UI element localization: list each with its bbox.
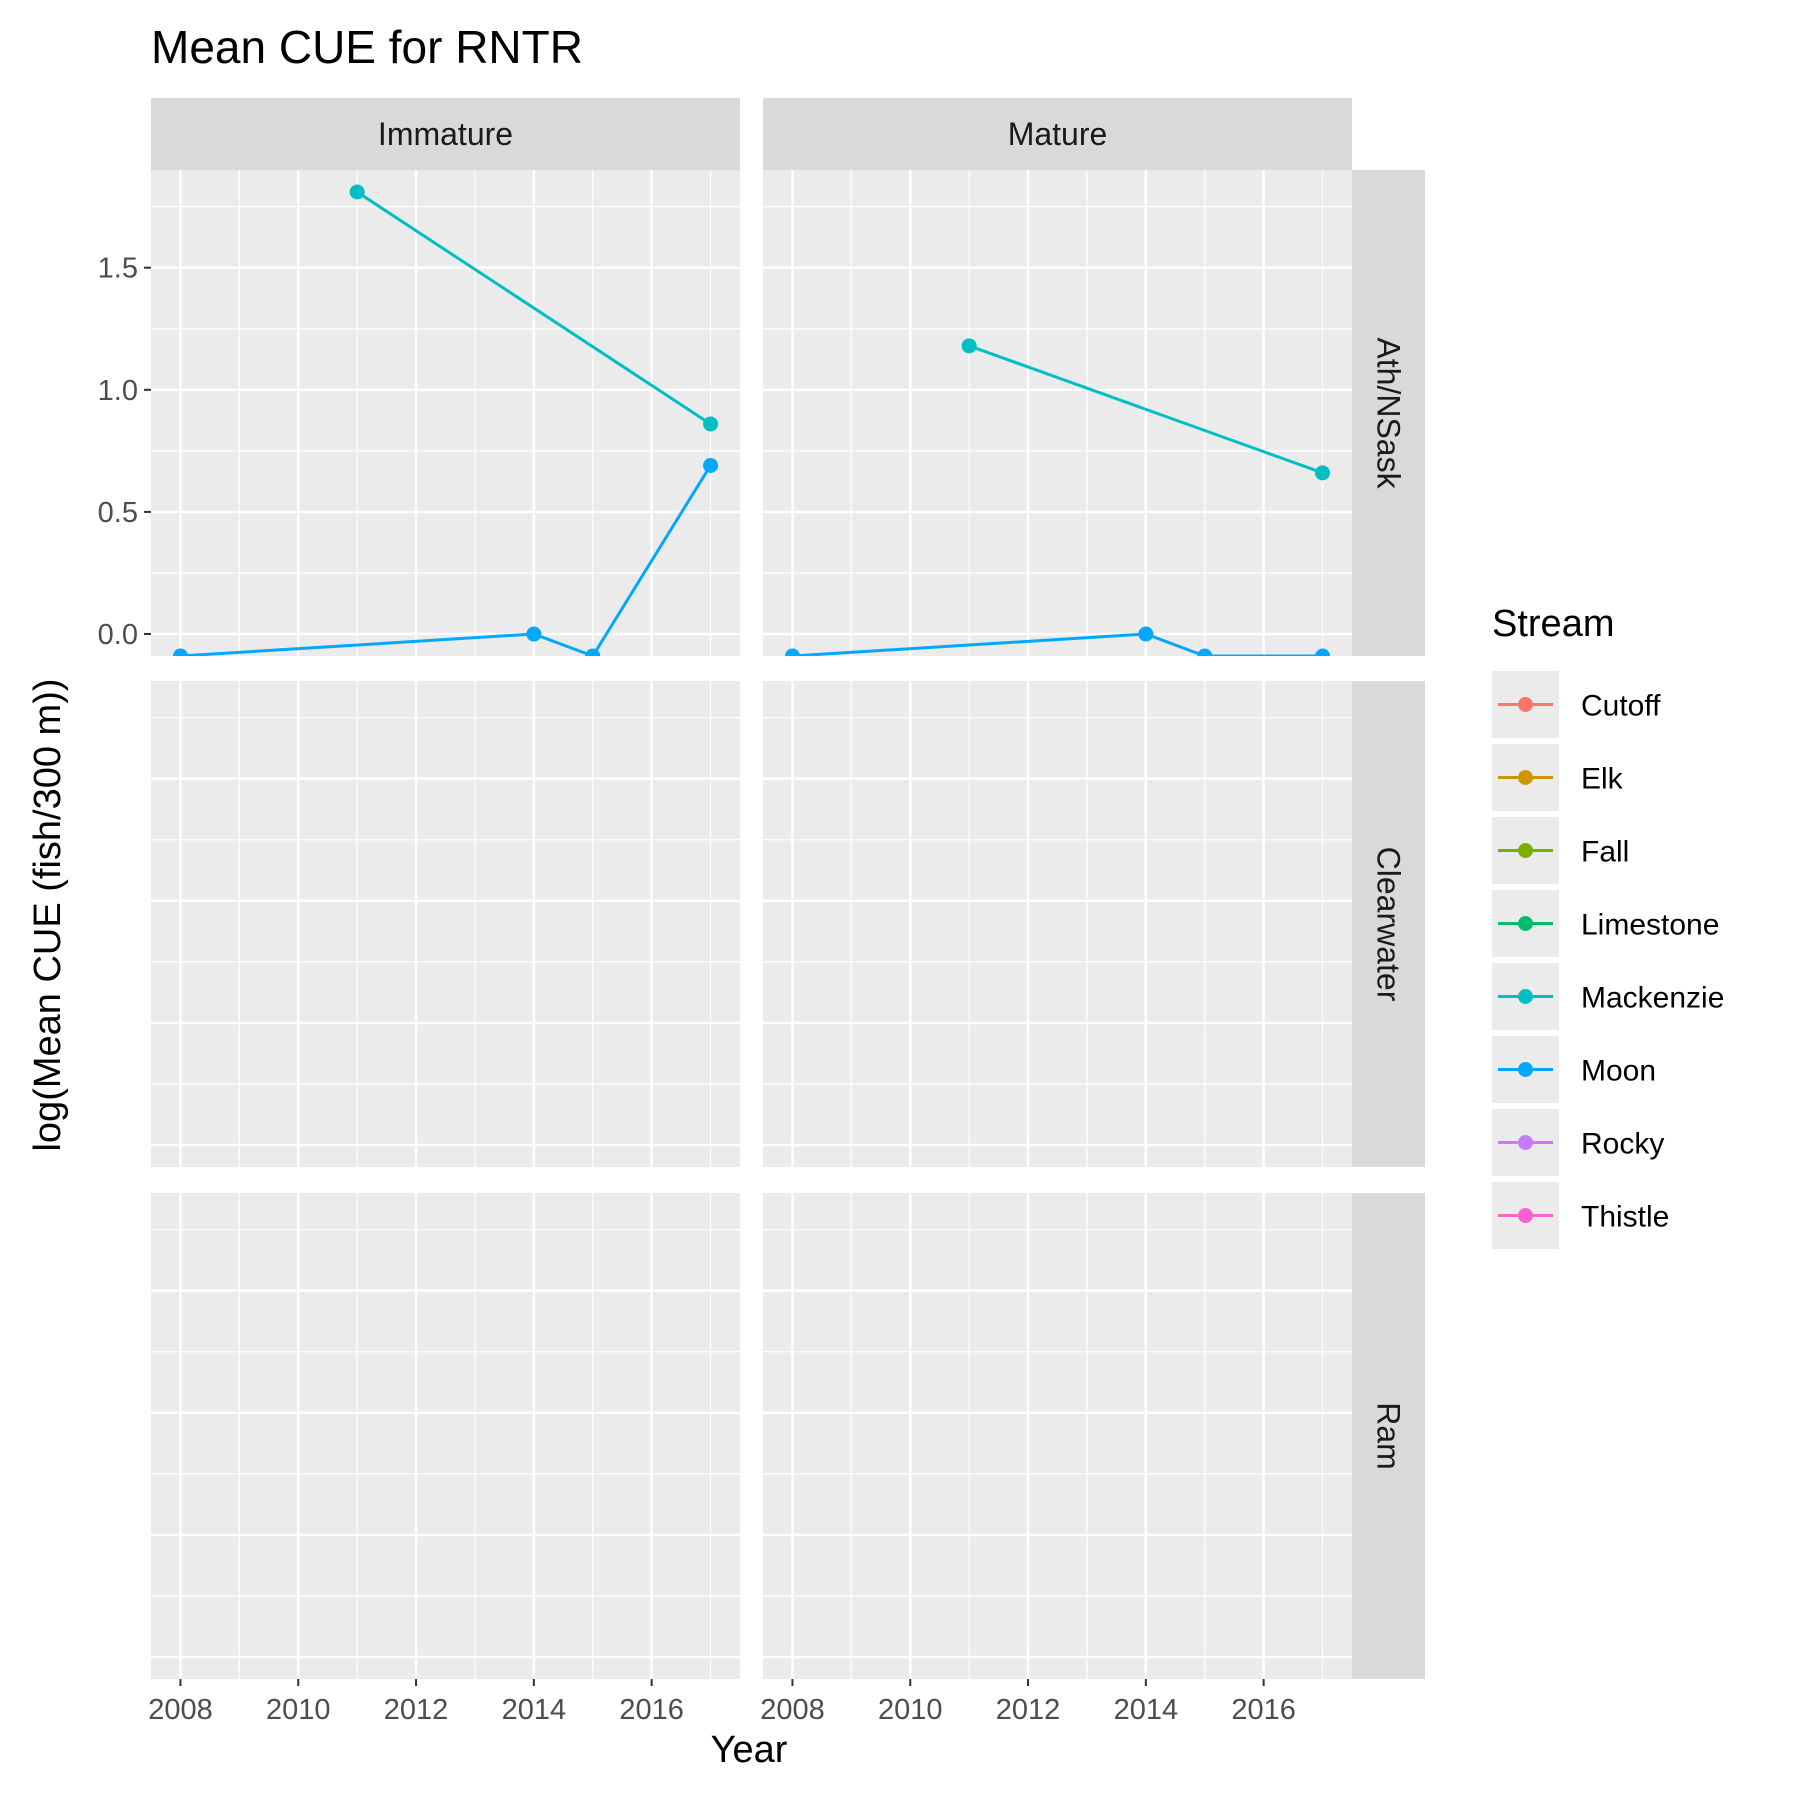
- x-axis-title: Year: [711, 1729, 788, 1771]
- legend-label: Rocky: [1581, 1128, 1664, 1161]
- panel-mature-ram: [763, 1193, 1352, 1679]
- facet-panels: Immature Mature Ath/NSask Clearwater Ram: [151, 98, 1425, 1679]
- legend-label: Mackenzie: [1581, 982, 1724, 1015]
- data-point-mackenzie: [703, 416, 719, 432]
- axes: 0.0 0.5 1.0 1.5 2008 2010 2012 2014 2016 2008 2010…: [98, 253, 1296, 1726]
- data-point-mackenzie: [349, 184, 365, 200]
- x-tick-label: 2008: [148, 1694, 213, 1726]
- x-tick-label: 2016: [1231, 1694, 1296, 1726]
- legend-item-limestone: Limestone: [1492, 890, 1719, 957]
- legend-label: Moon: [1581, 1055, 1656, 1088]
- legend-title: Stream: [1492, 603, 1614, 645]
- panel-background: [763, 1193, 1352, 1679]
- legend-key-point: [1518, 1135, 1533, 1150]
- legend-key-point: [1518, 989, 1533, 1004]
- panel-background: [151, 1193, 740, 1679]
- series-line-moon: [792, 632, 1323, 656]
- facet-row-label: Clearwater: [1371, 847, 1407, 1002]
- panel-immature-ram: [151, 1193, 740, 1679]
- x-tick-label: 2010: [266, 1694, 331, 1726]
- x-tick-label: 2010: [878, 1694, 943, 1726]
- facet-row-strip-ath-nsask: [1352, 170, 1425, 656]
- series-line-mackenzie: [356, 190, 712, 426]
- data-point-moon: [526, 626, 542, 642]
- legend: Stream Cutoff Elk Fall Limestone Mackenzie Mo…: [1492, 603, 1724, 1249]
- legend-item-fall: Fall: [1492, 817, 1629, 884]
- y-axis-title: log(Mean CUE (fish/300 m)): [27, 678, 69, 1151]
- panel-background: [151, 681, 740, 1167]
- legend-item-elk: Elk: [1492, 744, 1624, 811]
- facet-row-label: Ram: [1371, 1402, 1407, 1470]
- data-point-moon: [1138, 626, 1154, 642]
- x-tick-label: 2014: [502, 1694, 567, 1726]
- panel-background: [763, 681, 1352, 1167]
- series-moon: [172, 458, 719, 656]
- facet-strip-label: Mature: [1008, 116, 1108, 152]
- series-line-mackenzie: [968, 344, 1324, 475]
- facet-row-strip-clearwater: [1352, 681, 1425, 1167]
- legend-key-point: [1518, 843, 1533, 858]
- x-tick-label: 2016: [619, 1694, 684, 1726]
- y-tick-label: 0.0: [98, 619, 138, 651]
- facet-strip-mature: [763, 98, 1352, 170]
- panel-background: [763, 170, 1352, 656]
- series-line-moon: [180, 464, 712, 656]
- legend-label: Limestone: [1581, 909, 1719, 942]
- x-tick-label: 2012: [384, 1694, 449, 1726]
- data-point-moon: [784, 648, 800, 656]
- panel-mature-clearwater: [763, 681, 1352, 1167]
- legend-label: Fall: [1581, 836, 1629, 869]
- legend-key-point: [1518, 1062, 1533, 1077]
- legend-key-point: [1518, 1208, 1533, 1223]
- panel-immature-ath-nsask: [151, 170, 740, 656]
- legend-label: Elk: [1581, 763, 1624, 796]
- facet-strip-immature: [151, 98, 740, 170]
- x-tick-label: 2008: [760, 1694, 825, 1726]
- data-point-mackenzie: [1315, 465, 1331, 481]
- data-point-moon: [585, 648, 601, 656]
- panel-mature-ath-nsask: [763, 170, 1352, 656]
- y-tick-label: 0.5: [98, 497, 138, 529]
- legend-label: Thistle: [1581, 1201, 1669, 1234]
- series-moon: [784, 626, 1331, 656]
- legend-key-point: [1518, 770, 1533, 785]
- x-tick-label: 2012: [996, 1694, 1061, 1726]
- legend-key-point: [1518, 697, 1533, 712]
- data-point-moon: [703, 458, 719, 474]
- data-point-moon: [1315, 648, 1331, 656]
- panel-immature-clearwater: [151, 681, 740, 1167]
- series-mackenzie: [961, 338, 1331, 481]
- legend-item-rocky: Rocky: [1492, 1109, 1664, 1176]
- facet-row-strip-ram: [1352, 1193, 1425, 1679]
- facet-strip-label: Immature: [378, 116, 513, 152]
- data-point-mackenzie: [961, 338, 977, 354]
- x-tick-label: 2014: [1114, 1694, 1179, 1726]
- legend-item-thistle: Thistle: [1492, 1182, 1669, 1249]
- series-mackenzie: [349, 184, 719, 432]
- data-point-moon: [1197, 648, 1213, 656]
- legend-item-moon: Moon: [1492, 1036, 1656, 1103]
- y-tick-label: 1.0: [98, 375, 138, 407]
- legend-key-point: [1518, 916, 1533, 931]
- chart-title: Mean CUE for RNTR: [151, 21, 583, 73]
- legend-item-cutoff: Cutoff: [1492, 671, 1661, 738]
- y-tick-label: 1.5: [98, 253, 138, 285]
- legend-label: Cutoff: [1581, 690, 1661, 723]
- legend-item-mackenzie: Mackenzie: [1492, 963, 1724, 1030]
- facet-row-label: Ath/NSask: [1371, 337, 1407, 489]
- data-point-moon: [172, 648, 188, 656]
